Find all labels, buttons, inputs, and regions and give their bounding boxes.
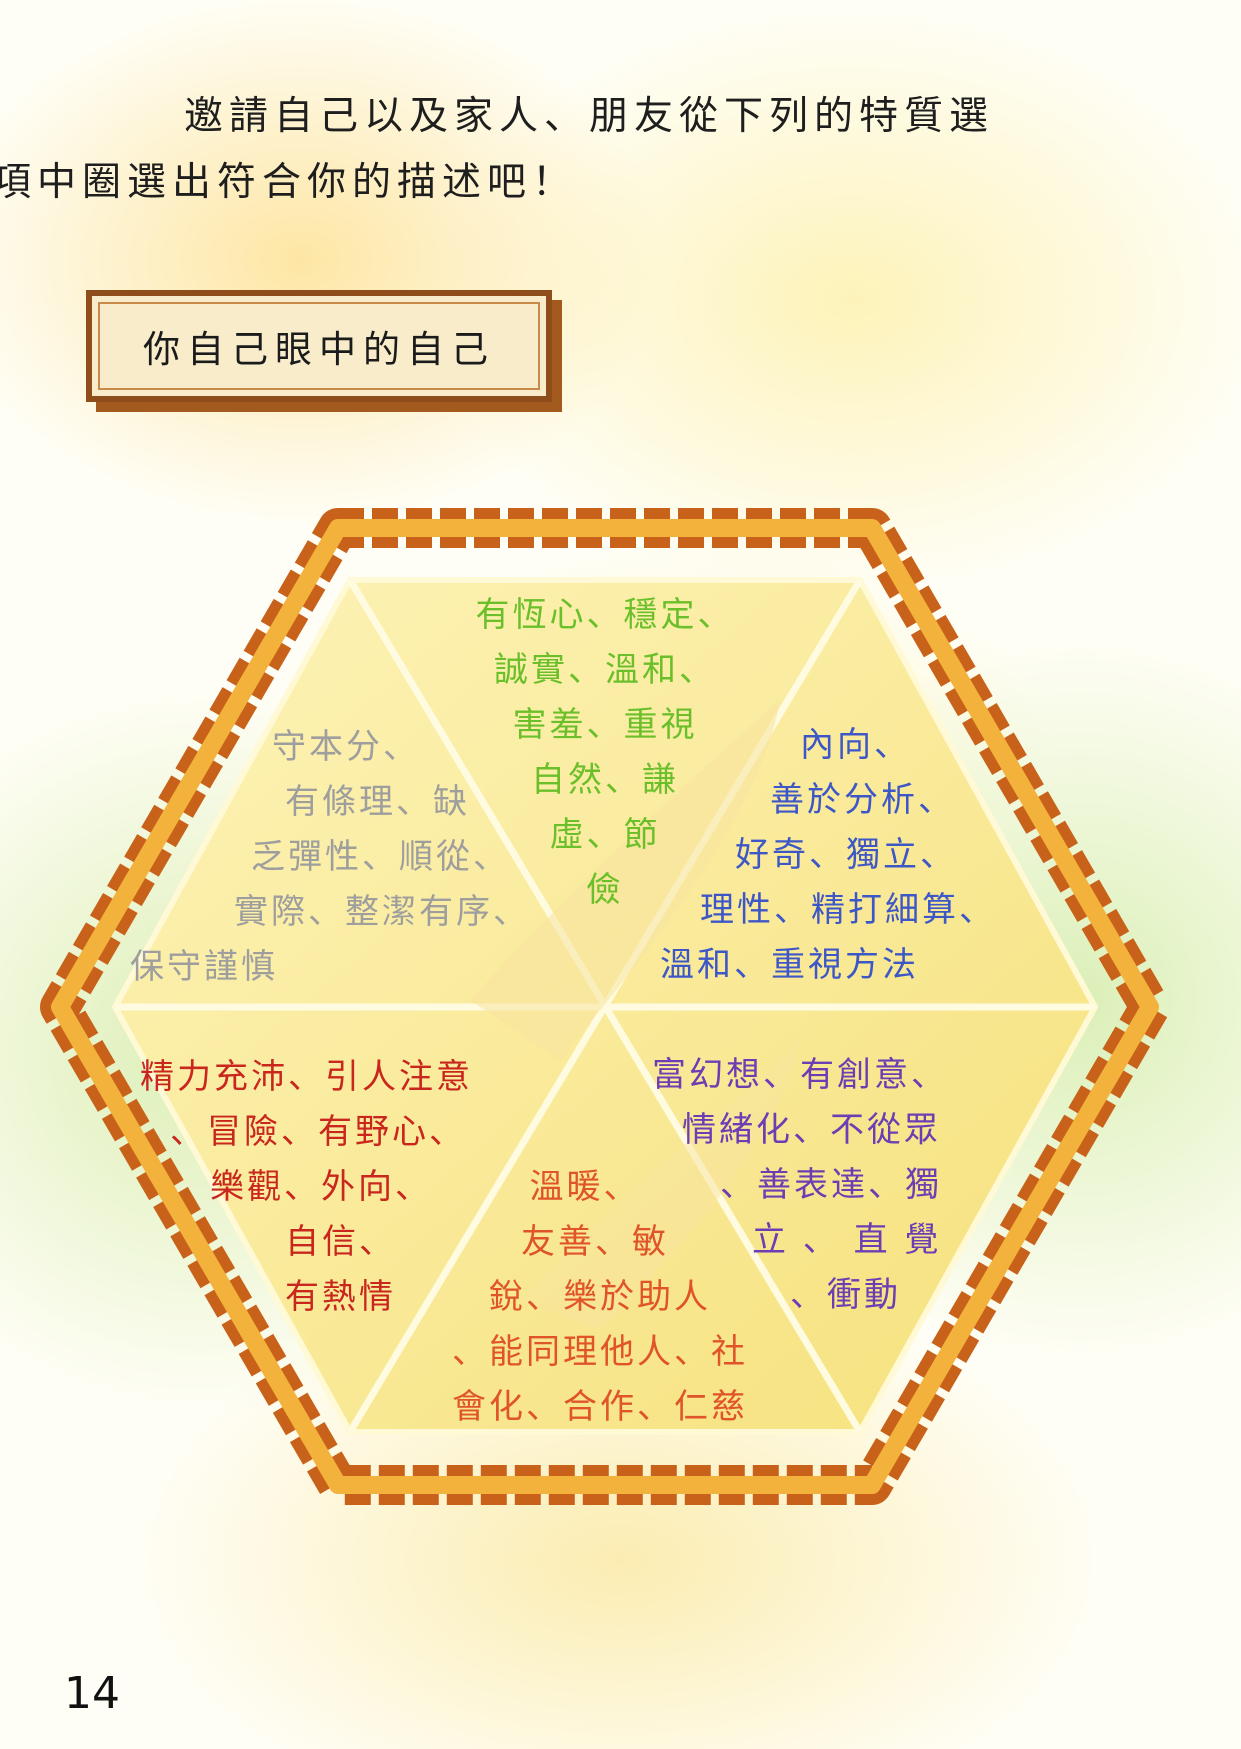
trait-line: 會化、合作、仁慈 bbox=[452, 1387, 748, 1427]
trait-line: 友善、敏 bbox=[521, 1222, 669, 1262]
trait-cell-bottom: 溫暖、 友善、敏 銳、樂於助人 、能同理他人、社 會化、合作、仁慈 bbox=[400, 1160, 800, 1435]
page-number: 14 bbox=[64, 1668, 120, 1719]
trait-cell-upper-right: 內向、 善於分析、 好奇、獨立、 理性、精打細算、 溫和、重視方法 bbox=[660, 718, 1080, 993]
trait-line: 害羞、重視 bbox=[512, 705, 698, 745]
trait-line: 自然、謙 bbox=[531, 760, 679, 800]
trait-line: 富幻想、有創意、 bbox=[652, 1055, 948, 1095]
trait-cell-lower-right: 富幻想、有創意、 情緒化、不從眾 、善表達、獨 立 、 直 覺 、衝動 bbox=[650, 1048, 1070, 1323]
intro-line-2: 項中圈選出符合你的描述吧！ bbox=[0, 160, 578, 205]
trait-line: 虛、節 bbox=[549, 815, 661, 855]
trait-line: 、能同理他人、社 bbox=[452, 1332, 748, 1372]
trait-line: 樂觀、外向、 bbox=[210, 1167, 432, 1207]
trait-line: 有熱情 bbox=[285, 1277, 396, 1317]
trait-line: 、善表達、獨 bbox=[720, 1165, 942, 1205]
trait-line: 好奇、獨立、 bbox=[735, 835, 957, 875]
trait-cell-upper-left: 守本分、 有條理、缺 乏彈性、順從、 實際、整潔有序、 保守謹慎 bbox=[130, 720, 530, 995]
trait-line: 有條理、缺 bbox=[285, 782, 470, 822]
brush-stroke-decoration-2 bbox=[520, 1040, 800, 1330]
trait-line: 精力充沛、引人注意 bbox=[140, 1057, 473, 1097]
trait-line: 實際、整潔有序、 bbox=[234, 892, 530, 932]
trait-cell-top: 有恆心、穩定、 誠實、溫和、 害羞、重視 自然、謙 虛、節 儉 bbox=[420, 588, 790, 918]
trait-cell-lower-left: 精力充沛、引人注意 、冒險、有野心、 樂觀、外向、 自信、 有熱情 bbox=[140, 1050, 560, 1325]
trait-line: 情緒化、不從眾 bbox=[682, 1110, 941, 1150]
hexagon-inner-frame bbox=[51, 519, 1159, 1494]
trait-line: 溫和、重視方法 bbox=[660, 945, 919, 985]
trait-line: 有恆心、穩定、 bbox=[475, 595, 735, 635]
trait-line: 溫暖、 bbox=[529, 1167, 641, 1207]
trait-line: 保守謹慎 bbox=[130, 947, 278, 987]
brush-stroke-decoration bbox=[470, 700, 780, 1060]
trait-line: 儉 bbox=[586, 870, 624, 910]
trait-line: 立 、 直 覺 bbox=[752, 1220, 942, 1260]
trait-line: 乏彈性、順從、 bbox=[251, 837, 510, 877]
section-title-box: 你自己眼中的自己 bbox=[86, 290, 552, 402]
intro-text: 邀請自己以及家人、朋友從下列的特質選 項中圈選出符合你的描述吧！ bbox=[0, 84, 1148, 216]
trait-line: 自信、 bbox=[285, 1222, 396, 1262]
trait-line: 內向、 bbox=[800, 725, 911, 765]
trait-line: 、冒險、有野心、 bbox=[170, 1112, 466, 1152]
trait-line: 善於分析、 bbox=[770, 780, 955, 820]
trait-line: 理性、精打細算、 bbox=[700, 890, 996, 930]
section-title: 你自己眼中的自己 bbox=[143, 328, 495, 371]
intro-line-1: 邀請自己以及家人、朋友從下列的特質選 bbox=[184, 94, 995, 139]
trait-line: 守本分、 bbox=[272, 727, 420, 767]
trait-line: 、衝動 bbox=[790, 1275, 901, 1315]
trait-line: 誠實、溫和、 bbox=[494, 650, 716, 690]
trait-line: 銳、樂於助人 bbox=[489, 1277, 711, 1317]
